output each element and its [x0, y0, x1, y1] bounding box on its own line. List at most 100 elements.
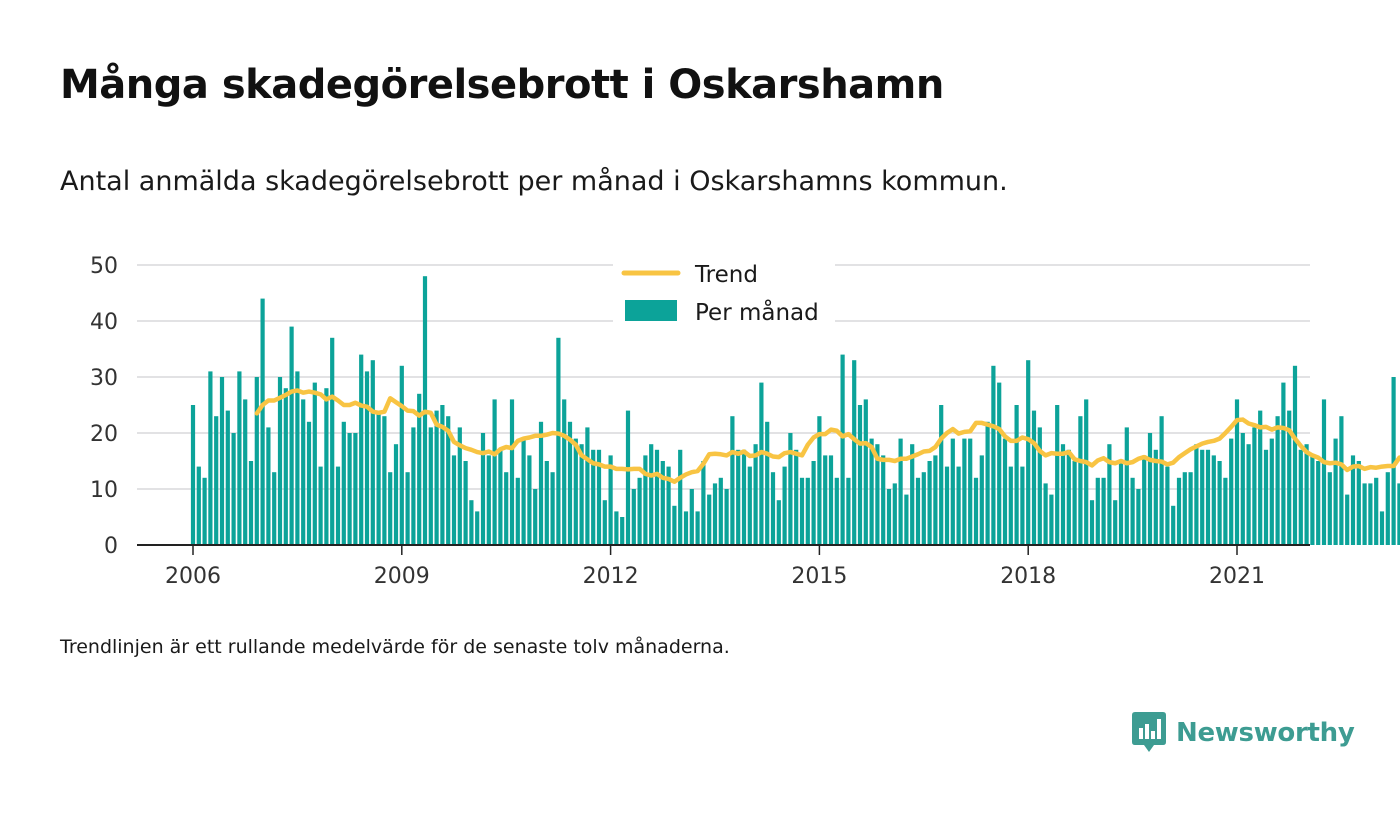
bar [515, 477, 520, 545]
bar [857, 405, 863, 545]
bar [608, 455, 613, 545]
bar [562, 399, 567, 545]
x-tick-label: 2009 [374, 564, 430, 589]
x-tick-label: 2006 [165, 564, 221, 589]
bar [556, 337, 561, 545]
bar [1026, 360, 1031, 545]
bar [643, 455, 648, 545]
bar [1327, 472, 1332, 545]
bar [741, 449, 747, 545]
bar [614, 511, 619, 545]
bar [434, 410, 439, 545]
bar [480, 433, 486, 545]
bar [712, 483, 718, 545]
bar [190, 405, 196, 545]
bar [625, 410, 631, 545]
bar [654, 449, 660, 545]
x-tick-label: 2021 [1209, 564, 1265, 589]
bar [770, 472, 776, 545]
bar [1078, 416, 1083, 545]
bar [231, 433, 236, 545]
bar [753, 444, 758, 545]
bar [973, 477, 979, 545]
bar [869, 438, 874, 545]
bar [631, 489, 636, 545]
bar [446, 416, 451, 545]
bar [301, 399, 306, 545]
bar [863, 399, 868, 545]
legend-bar-swatch [625, 300, 677, 321]
bar [428, 427, 433, 545]
bar [335, 466, 341, 545]
chart-title: Många skadegörelsebrott i Oskarshamn [60, 62, 944, 108]
bar [440, 405, 445, 545]
bar [1165, 466, 1170, 545]
bar [672, 505, 677, 545]
bar [1113, 500, 1118, 545]
bar [898, 438, 903, 545]
bar [939, 405, 944, 545]
bar [1304, 444, 1309, 545]
bar [1333, 438, 1338, 545]
bar [243, 399, 248, 545]
bar [347, 433, 352, 545]
footnote: Trendlinjen är ett rullande medelvärde f… [60, 636, 730, 658]
bar [817, 416, 822, 545]
bar [660, 461, 665, 545]
bar [277, 377, 283, 545]
bar [875, 444, 880, 545]
legend-trend-label: Trend [694, 262, 758, 288]
y-tick-label: 20 [90, 422, 118, 447]
bar [678, 449, 683, 545]
bar [666, 466, 671, 545]
bar [591, 449, 596, 545]
bar [1298, 449, 1303, 545]
bar [689, 489, 694, 545]
bar [782, 466, 787, 545]
y-tick-label: 10 [90, 478, 118, 503]
bar [1037, 427, 1042, 545]
bar [776, 500, 781, 545]
bar [904, 494, 909, 545]
bar [457, 427, 462, 545]
bar [312, 382, 317, 545]
bar [1362, 483, 1367, 545]
bar [1391, 377, 1396, 545]
bar [341, 421, 346, 545]
y-tick-labels: 0 10 20 30 40 50 [90, 254, 118, 559]
bar [469, 500, 474, 545]
bar [805, 477, 810, 545]
bar [318, 466, 323, 545]
bar [799, 477, 805, 545]
bar [1188, 472, 1193, 545]
bar [1014, 405, 1019, 545]
bar [724, 489, 729, 545]
bar [573, 438, 578, 545]
bar [1269, 438, 1274, 545]
bar [1310, 455, 1315, 545]
bar [1055, 405, 1060, 545]
bar [225, 410, 230, 545]
bar [1043, 483, 1048, 545]
bar [759, 382, 764, 545]
newsworthy-logo-icon [1132, 712, 1166, 752]
bar [219, 377, 225, 545]
bar [388, 472, 393, 545]
bar [649, 444, 654, 545]
chart-subtitle: Antal anmälda skadegörelsebrott per måna… [60, 166, 1008, 197]
brand-logo[interactable]: Newsworthy [1132, 711, 1355, 755]
bar [475, 511, 480, 545]
bar [498, 449, 503, 545]
bar [1275, 416, 1280, 545]
bar [1356, 461, 1361, 545]
bar [765, 421, 770, 545]
bar [944, 466, 950, 545]
bar [324, 388, 329, 545]
bar [544, 461, 549, 545]
bar [828, 455, 834, 545]
bar [602, 500, 607, 545]
y-tick-label: 0 [104, 534, 118, 559]
bar [794, 449, 799, 545]
bar [1240, 433, 1245, 545]
bar [492, 399, 497, 545]
